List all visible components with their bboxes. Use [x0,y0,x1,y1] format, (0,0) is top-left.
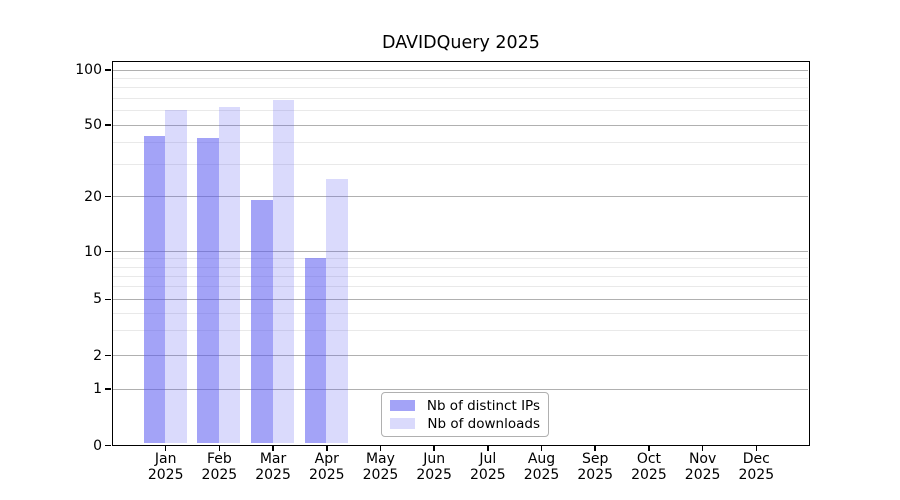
x-tick-year: 2025 [631,467,667,483]
major-gridline [113,124,808,126]
plot-area [112,61,810,446]
y-tick-mark [105,354,111,357]
y-tick-mark [105,388,111,390]
bar-distinct-ips [197,138,219,444]
x-tick-year: 2025 [201,467,238,483]
x-tick-label: Apr 2025 [295,451,359,483]
x-tick-year: 2025 [147,467,184,483]
x-tick-label: Jun 2025 [402,451,466,483]
y-tick-mark [105,444,111,447]
legend-item-distinct-ips: Nb of distinct IPs [390,397,540,414]
y-tick-label: 2 [93,347,102,364]
y-tick-label: 50 [84,117,102,133]
x-tick-year: 2025 [523,467,560,483]
y-tick-mark [105,250,111,253]
y-tick-mark [105,124,111,126]
legend: Nb of distinct IPs Nb of downloads [381,392,549,437]
x-tick-mark [379,446,382,451]
x-tick-mark [433,446,435,451]
chart-title: DAVIDQuery 2025 [382,33,540,53]
major-gridline [113,388,808,390]
y-tick-mark [105,69,111,71]
minor-gridline [113,110,808,112]
major-gridline [113,251,808,253]
x-tick-mark [164,446,167,451]
x-tick-mark [326,446,328,451]
x-tick-label: May 2025 [348,451,412,483]
legend-item-downloads: Nb of downloads [390,415,540,432]
x-tick-year: 2025 [738,467,775,483]
y-tick-label: 0 [93,437,102,454]
minor-gridline [113,97,808,99]
legend-label-downloads: Nb of downloads [427,415,540,432]
bar-downloads [326,178,348,444]
x-tick-label: Feb 2025 [187,451,251,483]
x-tick-year: 2025 [362,467,399,483]
major-gridline [113,298,808,300]
x-tick-label: Oct 2025 [617,451,681,483]
x-tick-mark [540,446,543,451]
minor-gridline [113,330,808,332]
x-tick-year: 2025 [255,467,291,483]
bar-distinct-ips [251,200,273,444]
y-tick-mark [105,195,111,198]
bar-distinct-ips [143,136,166,444]
minor-gridline [113,312,808,314]
x-tick-label: Aug 2025 [510,451,574,483]
x-tick-label: Sep 2025 [563,451,627,483]
y-tick-mark [105,298,111,301]
x-tick-label: Dec 2025 [724,451,788,483]
x-tick-year: 2025 [577,467,614,483]
bar-downloads [218,107,241,444]
x-tick-year: 2025 [308,467,345,483]
x-tick-mark [594,446,596,451]
minor-gridline [113,141,808,143]
x-tick-year: 2025 [416,467,452,483]
x-tick-mark [701,446,704,451]
major-gridline [113,69,808,71]
x-tick-label: Jul 2025 [456,451,520,483]
minor-gridline [113,275,808,277]
x-tick-mark [272,446,274,451]
y-tick-label: 5 [93,291,102,308]
minor-gridline [113,77,808,79]
x-tick-mark [487,446,489,451]
x-tick-label: Jan 2025 [134,451,198,483]
bar-distinct-ips [304,258,327,444]
minor-gridline [113,164,808,166]
y-tick-label: 100 [75,62,102,78]
x-tick-mark [648,446,650,451]
major-gridline [113,196,808,198]
x-tick-label: Mar 2025 [241,451,305,483]
y-tick-label: 10 [84,243,102,260]
major-gridline [113,355,808,357]
bar-downloads [165,110,187,444]
bar-downloads [272,100,295,444]
minor-gridline [113,286,808,288]
x-tick-mark [218,446,221,451]
x-tick-year: 2025 [684,467,721,483]
minor-gridline [113,258,808,260]
legend-label-distinct-ips: Nb of distinct IPs [426,397,540,414]
y-tick-label: 1 [93,381,102,397]
x-tick-year: 2025 [470,467,506,483]
x-tick-mark [755,446,758,451]
minor-gridline [113,266,808,268]
y-tick-label: 20 [84,188,102,205]
x-tick-label: Nov 2025 [671,451,735,483]
downloads-swatch [390,418,416,429]
distinct-ips-swatch [390,400,415,411]
minor-gridline [113,87,808,89]
